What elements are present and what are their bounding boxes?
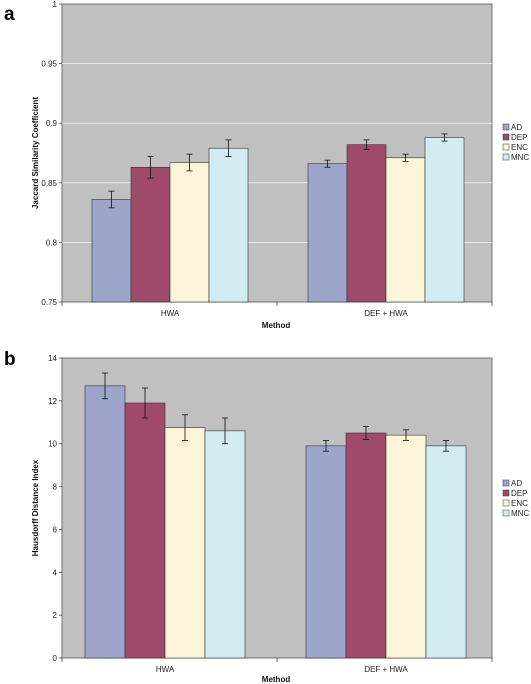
bar-enc — [385, 434, 427, 659]
bar-enc — [385, 157, 426, 303]
legend-swatch-enc — [502, 499, 510, 507]
panel-label-b: b — [4, 349, 16, 370]
bar-ad — [305, 445, 347, 659]
x-tick-label: DEF + HWA — [364, 665, 408, 674]
bar-dep — [130, 167, 171, 303]
y-tick-label: 2 — [53, 611, 58, 620]
bar-dep — [346, 144, 387, 303]
bar-enc — [164, 427, 206, 659]
x-tick-label: DEF + HWA — [364, 309, 408, 318]
y-tick-labels-a: 0.75 0.8 0.85 0.9 0.95 1 — [41, 0, 62, 307]
bar-mnc — [204, 430, 246, 659]
bar-dep — [345, 432, 387, 659]
legend-label-ad: AD — [511, 479, 522, 488]
x-tick-label: HWA — [156, 665, 175, 674]
bar-dep — [124, 402, 166, 659]
y-tick-label: 0.9 — [46, 119, 58, 128]
x-tick-label: HWA — [161, 309, 180, 318]
x-tick-labels-b: HWA DEF + HWA — [61, 658, 493, 674]
legend-label-mnc: MNC — [511, 153, 529, 162]
bar-ad — [307, 163, 348, 303]
y-tick-label: 0.75 — [41, 298, 57, 307]
x-axis-label-b: Method — [262, 675, 291, 684]
y-tick-label: 0.95 — [41, 60, 57, 69]
legend-label-enc: ENC — [511, 143, 528, 152]
legend-swatch-dep — [502, 489, 510, 497]
bar-mnc — [425, 445, 467, 659]
bar-ad — [91, 199, 132, 303]
panel-label-a: a — [4, 4, 15, 25]
legend-label-ad: AD — [511, 123, 522, 132]
y-tick-label: 12 — [48, 397, 57, 406]
y-axis-label-b: Hausdorff Distance Index — [31, 459, 40, 556]
legend-swatch-mnc — [502, 153, 510, 161]
bars-a — [91, 133, 465, 303]
legend-label-mnc: MNC — [511, 509, 529, 518]
y-tick-label: 14 — [48, 354, 57, 363]
legend-swatch-dep — [502, 133, 510, 141]
y-tick-labels-b: 0 2 4 6 8 10 12 14 — [48, 354, 62, 663]
bar-mnc — [424, 137, 465, 303]
y-tick-label: 1 — [53, 0, 58, 9]
y-tick-label: 0 — [53, 654, 58, 663]
chart-b: b 0 2 4 6 8 10 12 14 HWA DEF + HWA Method Hausdo… — [4, 349, 529, 684]
legend-label-enc: ENC — [511, 499, 528, 508]
y-tick-label: 6 — [53, 525, 58, 534]
bar-mnc — [208, 147, 249, 303]
bar-enc — [169, 162, 210, 303]
legend-swatch-ad — [502, 479, 510, 487]
chart-a: a 0.75 0.8 0.85 0.9 0.95 1 HWA DEF + HWA Metho… — [4, 0, 529, 330]
y-tick-label: 0.85 — [41, 179, 57, 188]
legend-swatch-enc — [502, 143, 510, 151]
bar-ad — [84, 385, 126, 659]
y-tick-label: 8 — [53, 483, 58, 492]
legend-swatch-ad — [502, 123, 510, 131]
y-tick-label: 10 — [48, 440, 57, 449]
y-tick-label: 4 — [53, 568, 58, 577]
x-tick-labels-a: HWA DEF + HWA — [61, 302, 493, 318]
legend-label-dep: DEP — [511, 489, 527, 498]
y-axis-label-a: Jaccard Similarity Coefficient — [31, 97, 40, 209]
legend-swatch-mnc — [502, 509, 510, 517]
x-axis-label-a: Method — [262, 321, 291, 330]
y-tick-label: 0.8 — [46, 238, 58, 247]
legend-label-dep: DEP — [511, 133, 527, 142]
bars-b — [84, 372, 467, 659]
